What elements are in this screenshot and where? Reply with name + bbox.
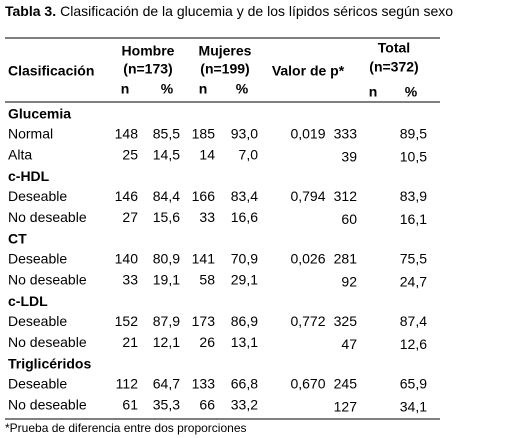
group-name: Glucemia	[8, 106, 71, 122]
cell: 281	[334, 251, 358, 267]
group-name: CT	[8, 231, 27, 247]
cell: 83,9	[400, 188, 427, 204]
row-label: No deseable	[8, 272, 87, 288]
group-name: Triglicéridos	[8, 356, 91, 372]
title-label: Tabla 3.	[5, 3, 56, 19]
sub-header: n	[121, 81, 130, 97]
cell: 61	[122, 397, 138, 413]
group-name: c-LDL	[8, 293, 48, 309]
col-header: Mujeres	[199, 43, 252, 59]
cell: 64,7	[153, 376, 180, 392]
row-label: No deseable	[8, 397, 87, 413]
cell: 14,5	[153, 147, 180, 163]
sub-header: n	[199, 81, 208, 97]
p-value: 0,026	[290, 251, 325, 267]
cell: 325	[334, 313, 358, 329]
p-value: 0,772	[290, 313, 325, 329]
cell: 80,9	[153, 251, 180, 267]
cell: 93,0	[231, 126, 258, 142]
row-label: Deseable	[8, 376, 67, 392]
cell: 152	[115, 313, 139, 329]
cell: 166	[192, 188, 216, 204]
cell: 141	[192, 251, 216, 267]
cell: 146	[115, 188, 139, 204]
title-text: Clasificación de la glucemia y de los lí…	[60, 3, 453, 19]
row-label: Deseable	[8, 188, 67, 204]
footnote: *Prueba de diferencia entre dos proporci…	[5, 421, 247, 435]
sub-header: %	[236, 81, 249, 97]
col-header: Hombre	[122, 43, 175, 59]
cell: 89,5	[400, 126, 427, 142]
cell: 60	[341, 211, 357, 227]
cell: 87,9	[153, 313, 180, 329]
p-value: 0,794	[290, 188, 325, 204]
cell: 173	[192, 313, 216, 329]
cell: 35,3	[153, 397, 180, 413]
cell: 33	[122, 272, 138, 288]
cell: 75,5	[400, 251, 427, 267]
title: Tabla 3. Clasificación de la glucemia y d…	[5, 3, 453, 19]
cell: 16,1	[400, 211, 427, 227]
cell: 39	[341, 149, 357, 165]
col-header: (n=372)	[369, 59, 418, 75]
cell: 66	[199, 397, 215, 413]
cell: 140	[115, 251, 139, 267]
row-label: Deseable	[8, 313, 67, 329]
cell: 133	[192, 376, 216, 392]
cell: 185	[192, 126, 216, 142]
cell: 112	[116, 376, 139, 392]
p-value: 0,019	[290, 126, 325, 142]
cell: 24,7	[400, 274, 427, 290]
col-header: Valor de p*	[272, 63, 345, 79]
cell: 10,5	[400, 149, 427, 165]
cell: 12,6	[400, 336, 427, 352]
cell: 66,8	[231, 376, 258, 392]
row-label: Alta	[8, 147, 32, 163]
cell: 84,4	[153, 188, 180, 204]
cell: 85,5	[153, 126, 180, 142]
row-label: No deseable	[8, 209, 87, 225]
cell: 7,0	[239, 147, 259, 163]
cell: 33	[199, 209, 215, 225]
group-name: c-HDL	[8, 168, 50, 184]
cell: 65,9	[400, 376, 427, 392]
col-header: (n=173)	[123, 61, 172, 77]
cell: 87,4	[400, 313, 427, 329]
cell: 70,9	[231, 251, 258, 267]
col-header: Clasificación	[8, 63, 94, 79]
col-header: Total	[378, 40, 410, 56]
cell: 83,4	[231, 188, 258, 204]
cell: 25	[122, 147, 138, 163]
cell: 19,1	[153, 272, 180, 288]
cell: 127	[334, 399, 358, 415]
cell: 21	[122, 334, 138, 350]
row-label: Normal	[8, 126, 53, 142]
sub-header: %	[161, 81, 174, 97]
cell: 26	[199, 334, 215, 350]
cell: 148	[115, 126, 139, 142]
sub-header: %	[405, 84, 418, 100]
cell: 13,1	[231, 334, 258, 350]
row-label: Deseable	[8, 251, 67, 267]
cell: 15,6	[153, 209, 180, 225]
cell: 29,1	[231, 272, 258, 288]
col-header: (n=199)	[200, 61, 249, 77]
p-value: 0,670	[290, 376, 325, 392]
cell: 33,2	[231, 397, 258, 413]
cell: 312	[334, 188, 358, 204]
row-label: No deseable	[8, 334, 87, 350]
cell: 333	[334, 126, 358, 142]
cell: 47	[341, 336, 357, 352]
cell: 16,6	[231, 209, 258, 225]
cell: 27	[122, 209, 138, 225]
cell: 86,9	[231, 313, 258, 329]
cell: 92	[341, 274, 357, 290]
cell: 58	[199, 272, 215, 288]
sub-header: n	[369, 84, 378, 100]
cell: 14	[199, 147, 215, 163]
cell: 34,1	[400, 399, 427, 415]
cell: 12,1	[153, 334, 180, 350]
cell: 245	[334, 376, 358, 392]
